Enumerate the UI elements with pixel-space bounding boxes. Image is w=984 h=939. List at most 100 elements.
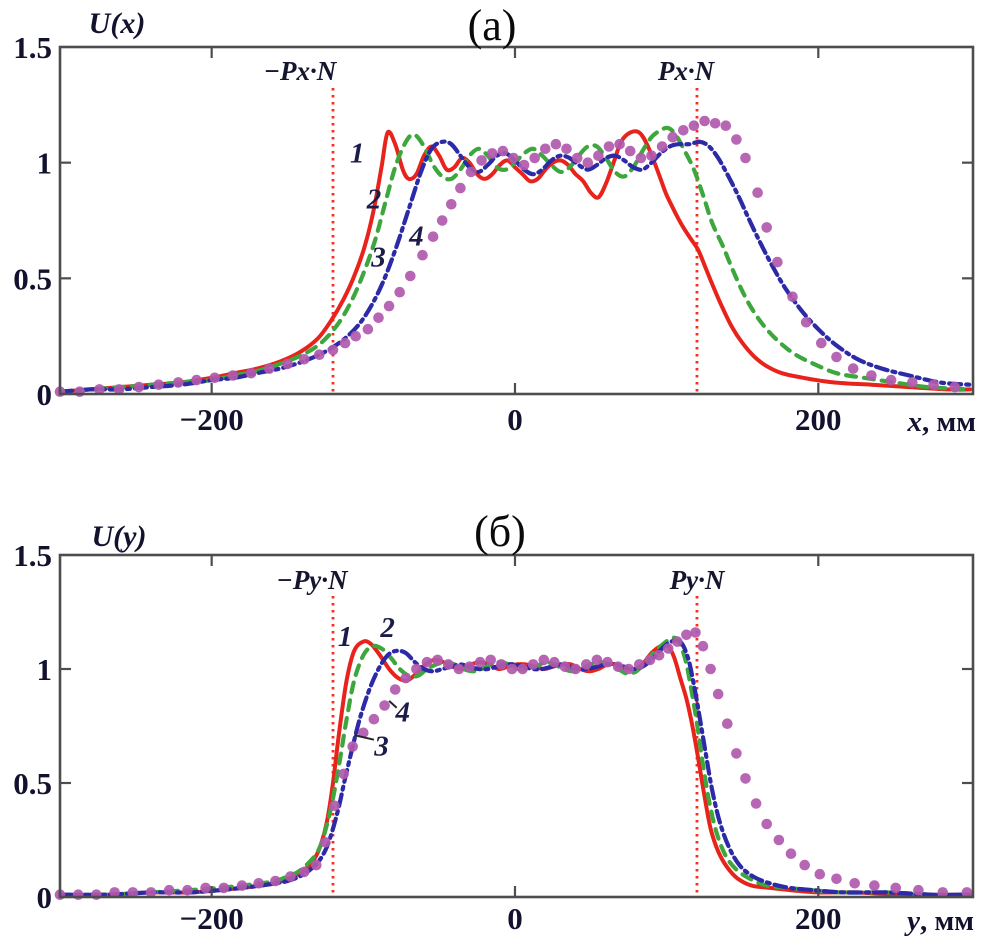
data-dot (314, 349, 325, 361)
data-dot (785, 848, 797, 859)
data-dot (538, 654, 550, 666)
data-dot (681, 629, 692, 641)
data-dot (517, 663, 528, 675)
data-dot (646, 150, 657, 161)
data-dot (885, 374, 897, 386)
data-dot (508, 152, 519, 164)
data-dot (94, 384, 105, 395)
data-dot (540, 143, 551, 155)
data-dot (949, 381, 961, 393)
data-dot (358, 727, 369, 739)
data-dot (72, 889, 84, 900)
data-dot (405, 270, 416, 282)
data-dot (453, 663, 465, 675)
data-dot (127, 887, 139, 898)
data-dot (298, 354, 310, 365)
data-dot (133, 381, 145, 393)
panel-b-vline-label-left: −Py·N (276, 565, 349, 595)
panel-a-x-tick-label: 0 (507, 402, 523, 437)
data-dot (529, 152, 540, 164)
data-dot (327, 344, 339, 356)
data-dot (400, 672, 412, 684)
data-dot (245, 367, 257, 379)
panel-a-x-tick-label: 200 (795, 402, 842, 437)
data-dot (709, 118, 721, 129)
data-dot (761, 818, 772, 830)
data-dot (550, 138, 562, 150)
data-dot (474, 656, 486, 668)
data-dot (603, 141, 615, 152)
data-dot (907, 377, 918, 388)
data-dot (443, 659, 454, 670)
data-dot (847, 363, 859, 374)
data-dot (800, 317, 812, 328)
data-dot (527, 659, 539, 670)
data-dot (672, 636, 683, 647)
panel-a-series-1-curve (58, 129, 972, 394)
panel-a-y-tick-label: 0 (37, 377, 53, 412)
data-dot (831, 873, 842, 885)
data-dot (270, 875, 281, 887)
data-dot (740, 152, 751, 164)
data-dot (656, 141, 668, 152)
data-dot (153, 379, 164, 391)
panel-a-vline-label-right: Px·N (657, 56, 716, 86)
data-dot (635, 152, 647, 164)
data-dot (264, 363, 275, 374)
data-dot (432, 654, 443, 666)
data-dot (644, 654, 656, 666)
data-dot (465, 166, 477, 178)
data-dot (937, 887, 948, 898)
panel-a-x-tick-label: −200 (180, 402, 244, 437)
panel-a-vline-label-left: −Px·N (264, 56, 338, 86)
data-dot (476, 155, 487, 166)
data-dot (750, 798, 762, 809)
panel-b-series-4-dots (54, 627, 973, 900)
panel-b-x-tick-label: −200 (180, 901, 244, 936)
data-dot (699, 115, 710, 127)
data-dot (581, 659, 592, 670)
panel-b-x-tick-label: 0 (507, 901, 523, 936)
data-dot (91, 889, 102, 900)
data-dot (436, 215, 448, 226)
panel-b-series-1-curve (58, 639, 972, 897)
data-dot (667, 131, 678, 143)
data-dot (614, 138, 625, 150)
panel-b-curve-label-2: 2 (379, 612, 395, 644)
data-dot (720, 120, 732, 131)
data-dot (697, 640, 709, 652)
panel-a-series-2-curve (57, 125, 973, 394)
data-dot (506, 663, 518, 675)
data-dot (787, 291, 798, 303)
data-dot (705, 663, 716, 675)
panel-a-title: (а) (468, 1, 517, 50)
data-dot (253, 878, 264, 889)
data-dot (662, 643, 674, 654)
data-dot (394, 286, 406, 298)
data-dot (368, 713, 380, 725)
panel-a-series-4-dots (54, 115, 961, 398)
data-dot (761, 222, 772, 233)
data-dot (772, 256, 783, 268)
data-dot (427, 231, 439, 242)
data-dot (869, 880, 880, 891)
panel-b-vline-label-right: Py·N (669, 565, 726, 595)
data-dot (163, 884, 175, 896)
panel-b-y-tick-label: 0.5 (13, 766, 52, 801)
data-dot (191, 374, 202, 386)
panel-a-frame (58, 45, 975, 396)
panel-b-ylabel: U(y) (92, 520, 147, 553)
panel-a-ylabel: U(x) (89, 7, 146, 40)
data-dot (731, 134, 742, 145)
data-dot (816, 337, 827, 349)
data-dot (446, 199, 457, 210)
panel-b-frame (58, 553, 975, 899)
data-dot (182, 884, 193, 896)
data-dot (913, 884, 924, 896)
panel-b-curve-label-3: 3 (373, 731, 389, 763)
data-dot (145, 887, 157, 898)
data-dot (209, 372, 220, 384)
data-dot (518, 159, 530, 171)
data-dot (455, 182, 466, 194)
